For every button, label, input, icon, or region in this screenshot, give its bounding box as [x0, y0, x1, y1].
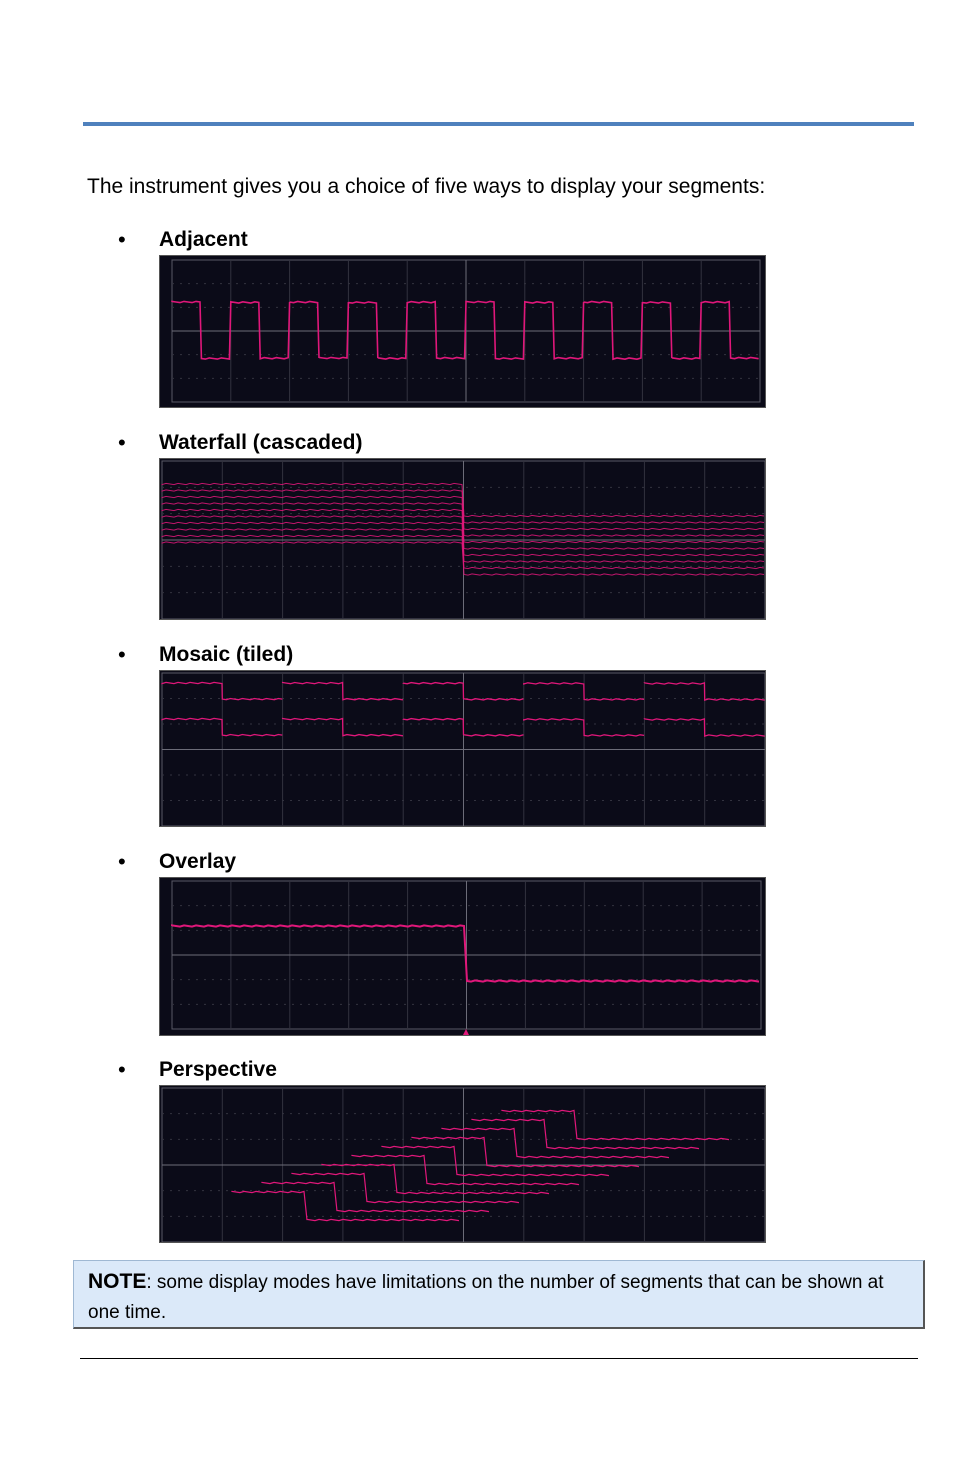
waveform-trace — [291, 1172, 520, 1204]
mode-label-overlay: Overlay — [159, 850, 237, 873]
waveform-trace — [351, 1154, 580, 1186]
waveform-trace — [523, 682, 645, 701]
footer-rule — [80, 1358, 918, 1359]
waveform-trace — [643, 718, 765, 737]
scope-adjacent-trace — [171, 259, 761, 403]
scope-overlay-trace — [171, 880, 762, 1035]
mode-label-perspective: Perspective — [159, 1058, 277, 1081]
waveform-trace — [501, 1109, 730, 1141]
note-box: NOTE: some display modes have limitation… — [73, 1260, 925, 1329]
waveform-trace — [402, 681, 524, 701]
scope-mosaic — [159, 670, 766, 827]
waveform-trace — [281, 681, 403, 701]
waveform-trace — [471, 1118, 700, 1150]
waveform-trace — [411, 1136, 640, 1168]
scope-perspective-trace — [161, 1087, 765, 1242]
waveform-trace — [321, 1163, 550, 1195]
note-label: NOTE — [88, 1270, 147, 1293]
scope-waterfall — [159, 458, 766, 620]
waveform-trace — [281, 717, 403, 737]
waveform-trace — [381, 1145, 610, 1177]
waveform-trace — [161, 508, 765, 544]
scope-adjacent — [159, 255, 766, 408]
bullet-icon: • — [118, 430, 126, 455]
waveform-trace — [161, 534, 765, 570]
waveform-trace — [161, 681, 283, 701]
intro-text: The instrument gives you a choice of fiv… — [87, 175, 766, 198]
waveform-trace — [231, 1190, 460, 1222]
scope-perspective — [159, 1085, 766, 1243]
waveform-trace — [161, 482, 765, 518]
waveform-trace — [161, 489, 765, 524]
mode-label-mosaic: Mosaic (tiled) — [159, 643, 294, 666]
waveform-trace — [161, 717, 283, 737]
waveform-trace — [161, 528, 765, 563]
waveform-trace — [161, 495, 765, 531]
waveform-trace — [261, 1181, 490, 1213]
waveform-trace — [161, 515, 765, 550]
mode-label-waterfall: Waterfall (cascaded) — [159, 431, 363, 454]
scope-overlay — [159, 877, 766, 1036]
bullet-icon: • — [118, 849, 126, 874]
scope-mosaic-trace — [161, 672, 765, 826]
mode-label-adjacent: Adjacent — [159, 228, 248, 251]
bullet-icon: • — [118, 642, 126, 667]
waveform-trace — [161, 521, 765, 557]
waveform-trace — [161, 502, 765, 537]
bullet-icon: • — [118, 1057, 126, 1082]
scope-waterfall-trace — [161, 460, 765, 619]
header-rule — [83, 122, 914, 126]
waveform-trace — [441, 1127, 670, 1159]
note-text: : some display modes have limitations on… — [88, 1272, 884, 1323]
waveform-trace — [643, 682, 765, 701]
waveform-trace — [523, 718, 645, 737]
waveform-trace — [402, 717, 524, 737]
waveform-trace — [161, 541, 765, 576]
bullet-icon: • — [118, 227, 126, 252]
waveform-trace — [171, 924, 760, 983]
trigger-marker — [463, 1029, 469, 1035]
waveform-trace — [171, 300, 759, 361]
